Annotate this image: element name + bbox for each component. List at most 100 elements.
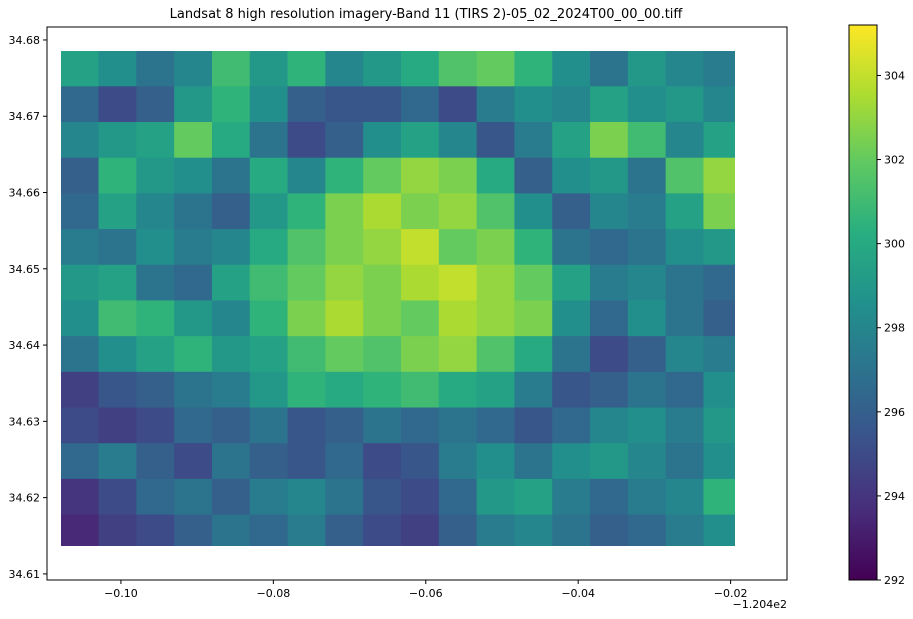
heatmap-cell [438, 122, 478, 159]
heatmap-cell [98, 514, 137, 546]
heatmap-cell [703, 157, 735, 194]
heatmap-cell [627, 407, 667, 444]
heatmap-cell [249, 122, 289, 159]
heatmap-cell [287, 443, 326, 480]
heatmap-cell [590, 193, 629, 230]
heatmap-cell [590, 229, 629, 266]
heatmap-cell [590, 264, 629, 302]
heatmap-cell [665, 51, 705, 87]
heatmap-cell [590, 51, 629, 87]
heatmap-cell [401, 371, 440, 409]
heatmap-cell [98, 478, 137, 516]
heatmap-cell [287, 371, 326, 409]
heatmap-cell [287, 336, 326, 373]
heatmap-cell [438, 336, 478, 373]
heatmap-cell [136, 300, 175, 337]
heatmap-cell [174, 86, 213, 123]
heatmap-cell [590, 371, 629, 409]
heatmap-cell [476, 264, 516, 302]
heatmap-cell [401, 86, 440, 123]
colorbar-tick-label: 304 [884, 69, 905, 82]
heatmap-cell [211, 336, 251, 373]
heatmap-cell [249, 407, 289, 444]
heatmap-cell [174, 478, 213, 516]
heatmap-cell [665, 443, 705, 480]
heatmap-cell [552, 443, 591, 480]
heatmap-cell [438, 193, 478, 230]
heatmap-cell [98, 264, 137, 302]
heatmap-cell [665, 157, 705, 194]
heatmap-cell [363, 371, 402, 409]
heatmap-cell [325, 157, 364, 194]
heatmap-cell [401, 407, 440, 444]
heatmap-cell [136, 122, 175, 159]
heatmap-cell [98, 193, 137, 230]
heatmap-cell [703, 229, 735, 266]
y-tick-label: 34.66 [9, 187, 41, 200]
heatmap-cell [514, 229, 553, 266]
heatmap-image [61, 51, 735, 546]
heatmap-cell [514, 86, 553, 123]
heatmap-cell [703, 514, 735, 546]
heatmap-cell [665, 122, 705, 159]
heatmap-cell [438, 264, 478, 302]
heatmap-cell [61, 371, 100, 409]
heatmap-cell [61, 300, 100, 337]
heatmap-cell [703, 51, 735, 87]
heatmap-cell [514, 478, 553, 516]
heatmap-cell [249, 514, 289, 546]
heatmap-cell [287, 264, 326, 302]
heatmap-cell [552, 86, 591, 123]
heatmap-cell [401, 264, 440, 302]
plot-frame [46, 26, 788, 581]
heatmap-cell [325, 514, 364, 546]
heatmap-cell [211, 51, 251, 87]
colorbar-tick-label: 300 [884, 238, 905, 251]
heatmap-cell [325, 86, 364, 123]
heatmap-cell [514, 514, 553, 546]
heatmap-cell [590, 478, 629, 516]
heatmap-cell [249, 300, 289, 337]
heatmap-cell [211, 478, 251, 516]
heatmap-cell [249, 443, 289, 480]
heatmap-cell [174, 514, 213, 546]
heatmap-cell [476, 371, 516, 409]
heatmap-cell [627, 478, 667, 516]
heatmap-cell [325, 478, 364, 516]
heatmap-cell [665, 336, 705, 373]
heatmap-cell [174, 300, 213, 337]
heatmap-cell [401, 478, 440, 516]
heatmap-cell [627, 229, 667, 266]
heatmap-cell [325, 336, 364, 373]
x-axis-offset-label: −1.204e2 [733, 598, 787, 611]
heatmap-cell [211, 229, 251, 266]
heatmap-cell [363, 193, 402, 230]
heatmap-cell [476, 122, 516, 159]
heatmap-cell [476, 407, 516, 444]
heatmap-cell [363, 407, 402, 444]
heatmap-cell [363, 514, 402, 546]
colorbar-tick-label: 292 [884, 574, 905, 587]
heatmap-cell [401, 122, 440, 159]
heatmap-cell [136, 514, 175, 546]
heatmap-cell [174, 443, 213, 480]
heatmap-cell [136, 407, 175, 444]
heatmap-cell [249, 478, 289, 516]
heatmap-cell [627, 264, 667, 302]
heatmap-cell [476, 193, 516, 230]
heatmap-cell [703, 193, 735, 230]
heatmap-cell [665, 371, 705, 409]
heatmap-cell [174, 336, 213, 373]
heatmap-cell [665, 229, 705, 266]
colorbar-tick-label: 296 [884, 406, 905, 419]
heatmap-cell [401, 229, 440, 266]
heatmap-cell [363, 264, 402, 302]
colorbar-tick-label: 302 [884, 154, 905, 167]
heatmap-cell [665, 407, 705, 444]
chart-title: Landsat 8 high resolution imagery-Band 1… [170, 7, 684, 22]
heatmap-cell [325, 264, 364, 302]
heatmap-cell [136, 264, 175, 302]
heatmap-cell [627, 51, 667, 87]
x-tick-label: −0.06 [409, 587, 443, 600]
